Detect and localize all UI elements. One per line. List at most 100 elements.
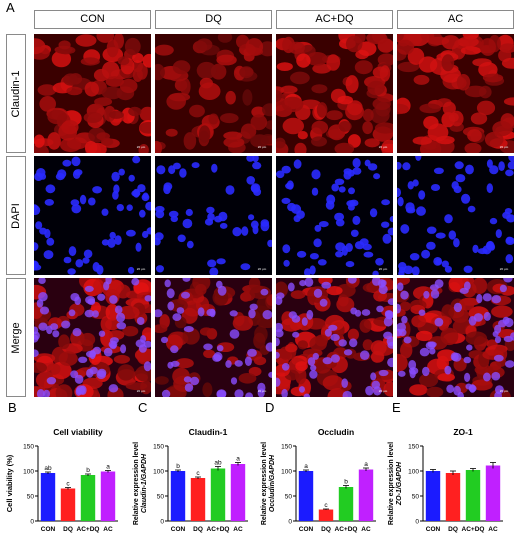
scale-bar-label: 20 μm [136,267,146,271]
micrograph-dapi-ac-dq: 20 μm [276,156,393,275]
chart-b-bar-3 [100,471,116,521]
chart-c-title: Claudin-1 [189,427,228,437]
chart-b-sig-letter-2: b [86,467,90,474]
chart-c-sig-letter-3: a [236,456,240,463]
micrograph-merge-con: 20 μm [34,278,151,397]
chart-c-xtick-label-3: AC [233,526,243,533]
chart-d-sig-letter-2: b [344,479,348,486]
chart-e-xtick-label-0: CON [426,526,441,533]
panel-b-letter: B [8,400,17,415]
scale-bar-label: 20 μm [499,145,509,149]
chart-d-bar-3 [358,469,374,521]
scale-bar-label: 20 μm [499,389,509,393]
panel-c-letter: C [138,400,147,415]
chart-d-bar-1 [318,509,334,521]
row-label-dapi-text: DAPI [10,202,22,229]
chart-e-ylabel: Relative expression level [388,442,395,525]
chart-d-xtick-label-2: AC+DQ [335,526,358,533]
chart-c-bar-1 [190,478,206,521]
chart-c-xtick-label-1: DQ [193,526,203,533]
chart-c-sig-letter-0: b [176,463,180,470]
chart-b-xtick-label-3: AC [103,526,113,533]
column-header-con: CON [34,10,151,29]
chart-d-xtick-label-1: DQ [321,526,331,533]
chart-e-xtick-label-3: AC [488,526,498,533]
chart-b-ytick-label: 0 [30,518,34,525]
chart-d-ytick-label: 150 [281,443,292,450]
chart-e-bar-3 [485,465,501,521]
micrograph-merge-dq: 20 μm [155,278,272,397]
chart-e-bar-2 [465,470,481,521]
scale-bar-label: 20 μm [136,389,146,393]
micrograph-claudin-1-con: 20 μm [34,34,151,153]
chart-e-ytick-label: 50 [412,493,420,500]
chart-b-xtick-label-1: DQ [63,526,73,533]
row-label-dapi: DAPI [6,156,26,275]
row-label-merge-text: Merge [10,321,22,354]
chart-c-xtick-label-0: CON [171,526,186,533]
chart-b-sig-letter-1: c [66,481,70,488]
bar-charts: B Cell viability Cell viability (%) 0 50 100 1… [5,400,503,533]
chart-c-ylabel: Relative expression level [133,442,140,525]
panel-d-letter: D [265,400,274,415]
micrograph-dapi-con: 20 μm [34,156,151,275]
micrograph-claudin-1-ac: 20 μm [397,34,514,153]
chart-b-ytick-label: 50 [27,493,35,500]
chart-b-title: Cell viability [53,427,103,437]
chart-d-ytick-label: 0 [288,518,292,525]
chart-b-sig-letter-0: ab [44,465,52,472]
chart-c-ytick-label: 50 [157,493,165,500]
micrograph-merge-ac-dq: 20 μm [276,278,393,397]
chart-c-xtick-label-2: AC+DQ [207,526,230,533]
chart-b-bar-2 [80,475,96,521]
chart-e-ytick-label: 100 [408,468,419,475]
chart-c-sig-letter-1: c [196,470,200,477]
chart-d-xtick-label-0: CON [299,526,314,533]
chart-b-xtick-label-0: CON [41,526,56,533]
scale-bar-label: 20 μm [378,145,388,149]
micrograph-merge-ac: 20 μm [397,278,514,397]
chart-e-ytick-label: 150 [408,443,419,450]
chart-c-bar-0 [170,471,186,521]
row-label-claudin-1-text: Claudin-1 [10,69,22,118]
column-header-ac: AC [397,10,514,29]
micrograph-dapi-dq: 20 μm [155,156,272,275]
chart-e-bar-0 [425,471,441,521]
chart-c-ylabel-italic: Claudin-1/GAPDH [141,453,148,513]
chart-c-bar-3 [230,464,246,521]
chart-d-ytick-label: 50 [285,493,293,500]
scale-bar-label: 20 μm [257,267,267,271]
scale-bar-label: 20 μm [257,145,267,149]
chart-d-sig-letter-3: a [364,461,368,468]
chart-d-xtick-label-3: AC [361,526,371,533]
chart-e-ytick-label: 0 [415,518,419,525]
chart-d-ylabel: Relative expression level [261,442,268,525]
column-header-dq: DQ [155,10,272,29]
scale-bar-label: 20 μm [378,389,388,393]
scale-bar-label: 20 μm [257,389,267,393]
row-label-claudin-1: Claudin-1 [6,34,26,153]
chart-c-sig-letter-2: ab [214,460,222,467]
chart-d-bar-2 [338,487,354,521]
chart-b-ylabel: Cell viability (%) [5,454,14,512]
micrograph-claudin-1-ac-dq: 20 μm [276,34,393,153]
chart-d-bar-0 [298,471,314,521]
chart-e-xtick-label-2: AC+DQ [462,526,485,533]
row-label-merge: Merge [6,278,26,397]
chart-d-sig-letter-1: c [324,502,328,509]
chart-e-title: ZO-1 [453,427,473,437]
panel-e-letter: E [392,400,401,415]
chart-e-bar-1 [445,473,461,521]
chart-e-ylabel-italic: ZO-1/GAPDH [396,461,403,506]
chart-c-ytick-label: 100 [153,468,164,475]
micrograph-dapi-ac: 20 μm [397,156,514,275]
chart-b-bar-0 [40,473,56,521]
micrograph-claudin-1-dq: 20 μm [155,34,272,153]
panel-a-letter: A [6,0,15,15]
chart-e-xtick-label-1: DQ [448,526,458,533]
chart-b-sig-letter-3: a [106,464,110,471]
chart-d-ytick-label: 100 [281,468,292,475]
column-header-ac-dq: AC+DQ [276,10,393,29]
scale-bar-label: 20 μm [136,145,146,149]
chart-b-ytick-label: 100 [23,468,34,475]
